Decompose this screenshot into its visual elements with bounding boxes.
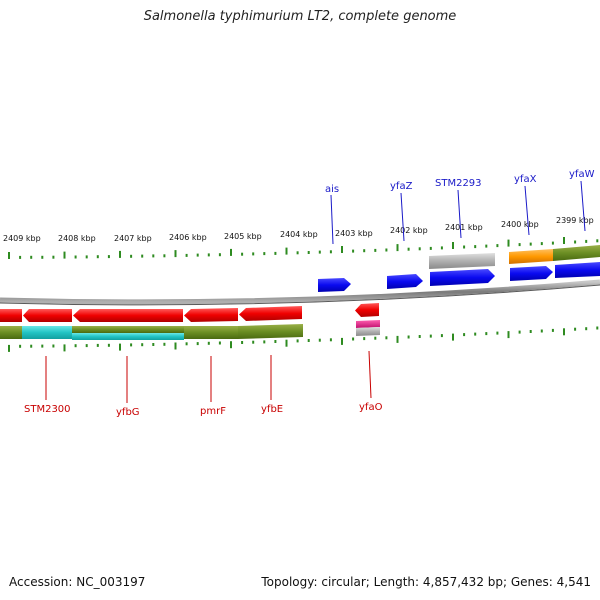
gene-label-ais[interactable]: ais <box>325 184 339 195</box>
reverse-leader-lines <box>45 350 372 403</box>
gene-label-yfaZ[interactable]: yfaZ <box>390 181 413 192</box>
genome-backbone <box>0 279 600 305</box>
orange-feature <box>509 249 553 264</box>
gray-feature <box>429 253 495 269</box>
accession-text: Accession: NC_003197 <box>9 575 146 589</box>
reverse-feature-track <box>0 320 380 340</box>
scale-label: 2409 kbp <box>3 234 41 243</box>
gene-arrow-yfaO[interactable] <box>355 303 379 317</box>
gene-label-STM2293[interactable]: STM2293 <box>435 178 482 189</box>
scale-label: 2401 kbp <box>445 223 483 232</box>
genome-summary-text: Topology: circular; Length: 4,857,432 bp… <box>261 575 591 589</box>
gene-arrow-yfbE[interactable] <box>239 306 302 321</box>
map-title: Salmonella typhimurium LT2, complete gen… <box>143 9 457 24</box>
gene-arrow-pmrF[interactable] <box>184 308 238 322</box>
scale-label: 2408 kbp <box>58 234 96 243</box>
gene-arrow-yfaX[interactable] <box>510 266 553 281</box>
cyan-feature <box>22 326 72 339</box>
gene-label-pmrF[interactable]: pmrF <box>200 406 226 417</box>
olive-feature <box>0 326 22 339</box>
forward-gene-labels: ais yfaZ STM2293 yfaX yfaW <box>325 169 595 195</box>
scale-label: 2407 kbp <box>114 234 152 243</box>
scale-label: 2405 kbp <box>224 232 262 241</box>
olive-feature <box>238 324 303 339</box>
gene-label-yfaO[interactable]: yfaO <box>359 402 383 413</box>
gene-arrow-yfbG-2[interactable] <box>73 309 183 322</box>
gene-arrow-ais[interactable] <box>318 278 351 292</box>
gene-arrow-STM2293[interactable] <box>430 269 495 286</box>
scale-label: 2399 kbp <box>556 216 594 225</box>
magenta-feature <box>356 320 380 328</box>
olive-feature <box>72 326 184 333</box>
gene-label-yfaX[interactable]: yfaX <box>514 174 537 185</box>
gene-arrow-yfbG[interactable] <box>23 309 72 322</box>
gene-label-yfbE[interactable]: yfbE <box>261 404 283 415</box>
gray-feature <box>356 327 380 336</box>
olive-feature <box>184 326 238 339</box>
scale-label: 2404 kbp <box>280 230 318 239</box>
forward-gene-track <box>318 262 600 292</box>
gene-label-STM2300[interactable]: STM2300 <box>24 404 71 415</box>
scale-label: 2402 kbp <box>390 226 428 235</box>
outer-tick-row <box>8 237 599 259</box>
reverse-gene-track <box>0 303 379 322</box>
gene-label-yfaW[interactable]: yfaW <box>569 169 595 180</box>
gene-arrow-STM2300[interactable] <box>0 309 22 322</box>
cyan-feature <box>72 333 184 340</box>
forward-leader-lines <box>330 180 586 245</box>
scale-label: 2406 kbp <box>169 233 207 242</box>
scale-label: 2400 kbp <box>501 220 539 229</box>
scale-labels: 2409 kbp 2408 kbp 2407 kbp 2406 kbp 2405… <box>3 216 594 243</box>
reverse-gene-labels: STM2300 yfbG pmrF yfbE yfaO <box>24 402 383 418</box>
gene-arrow-yfaZ[interactable] <box>387 274 423 289</box>
gene-label-yfbG[interactable]: yfbG <box>116 407 140 418</box>
gene-arrow-yfaW[interactable] <box>555 262 600 278</box>
scale-label: 2403 kbp <box>335 229 373 238</box>
olive-feature <box>553 245 600 261</box>
forward-feature-track <box>429 245 600 269</box>
genome-backbone-edge <box>0 284 600 306</box>
inner-tick-row <box>8 326 599 352</box>
